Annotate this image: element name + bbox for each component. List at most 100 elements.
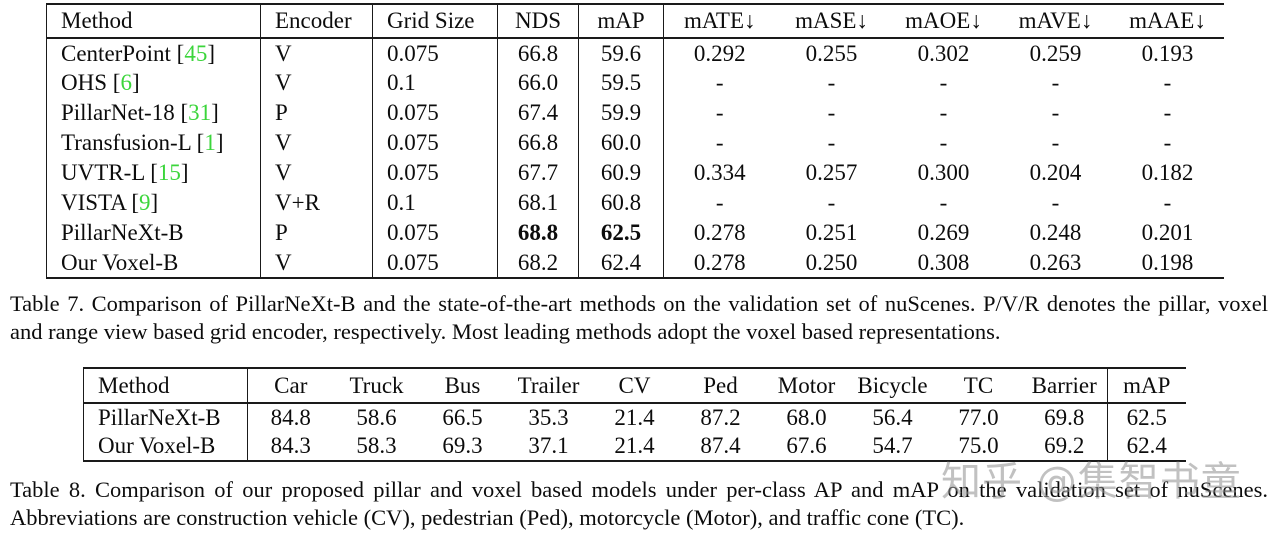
- table7-caption-line1: Table 7. Comparison of PillarNeXt-B and …: [10, 291, 1268, 316]
- table8-header-tc: TC: [935, 368, 1022, 404]
- citation-number: 45: [184, 40, 208, 66]
- table7-header-method: Method: [46, 4, 261, 39]
- table8-header-ped: Ped: [677, 368, 764, 404]
- mase-cell: -: [827, 190, 836, 215]
- method-cell: OHS [6]: [46, 68, 261, 98]
- table8-header-trailer: Trailer: [505, 368, 592, 404]
- table8-header-bus: Bus: [419, 368, 506, 404]
- table7-header-mase: mASE↓: [775, 4, 888, 39]
- method-cell: Our Voxel-B: [83, 432, 248, 461]
- map-cell: 62.4: [578, 248, 664, 278]
- mave-cell: -: [1051, 100, 1060, 125]
- grid-size-cell: 0.075: [372, 128, 498, 158]
- car-cell: 84.8: [270, 405, 311, 430]
- maoe-cell: -: [939, 70, 948, 95]
- trailer-cell: 35.3: [528, 405, 569, 430]
- method-cell: PillarNeXt-B: [46, 218, 261, 248]
- table8-caption-line2: Abbreviations are construction vehicle (…: [10, 505, 965, 530]
- method-cell: PillarNet-18 [31]: [46, 98, 261, 128]
- citation-open-bracket: [: [170, 40, 185, 66]
- mave-cell: -: [1051, 130, 1060, 155]
- maoe-cell: 0.269: [917, 220, 970, 245]
- table8-header-car: Car: [247, 368, 334, 404]
- motor-cell: 67.6: [786, 433, 827, 458]
- method-name: UVTR-L: [61, 160, 145, 185]
- method-cell: VISTA [9]: [46, 188, 261, 218]
- grid-size-cell: 0.075: [372, 248, 498, 278]
- map-cell-best: 62.5: [578, 218, 664, 248]
- maoe-cell: 0.302: [917, 40, 970, 66]
- grid-size-cell: 0.1: [372, 68, 498, 98]
- citation-close-bracket: ]: [211, 100, 219, 125]
- table7-sota-comparison: Method Encoder Grid Size NDS mAP mATE↓ m…: [46, 3, 1224, 279]
- grid-size-cell: 0.075: [372, 158, 498, 188]
- grid-size-cell: 0.075: [372, 218, 498, 248]
- grid-size-cell: 0.075: [372, 38, 498, 68]
- citation-close-bracket: ]: [150, 190, 159, 215]
- motor-cell: 68.0: [786, 405, 827, 430]
- table8-row-pillarnext-b: PillarNeXt-B 84.8 58.6 66.5 35.3 21.4 87…: [83, 403, 1186, 432]
- citation-number: 31: [188, 100, 212, 125]
- table7-header-grid-size: Grid Size: [372, 4, 498, 39]
- method-name: VISTA: [61, 190, 126, 215]
- mase-cell: -: [827, 100, 836, 125]
- table8-caption: Table 8. Comparison of our proposed pill…: [10, 476, 1268, 532]
- table7-row-vista: VISTA [9] V+R 0.1 68.1 60.8 - - - - -: [46, 188, 1224, 218]
- encoder-cell: P: [260, 98, 373, 128]
- mase-cell: -: [827, 130, 836, 155]
- encoder-cell: V: [260, 128, 373, 158]
- citation-open-bracket: [: [125, 190, 140, 215]
- map-cell: 60.0: [578, 128, 664, 158]
- nds-cell: 67.7: [497, 158, 579, 188]
- truck-cell: 58.3: [356, 433, 397, 458]
- table8-per-class-ap: Method Car Truck Bus Trailer CV Ped Moto…: [83, 367, 1186, 462]
- map-cell: 59.5: [578, 68, 664, 98]
- mave-cell: 0.204: [1029, 160, 1082, 185]
- mate-cell: 0.292: [693, 40, 746, 66]
- mate-cell: 0.278: [693, 249, 746, 275]
- method-cell: UVTR-L [15]: [46, 158, 261, 188]
- mave-cell: -: [1051, 70, 1060, 95]
- car-cell: 84.3: [270, 433, 311, 458]
- maoe-cell: -: [939, 100, 948, 125]
- nds-cell: 66.8: [497, 128, 579, 158]
- truck-cell: 58.6: [356, 405, 397, 430]
- maoe-cell: 0.300: [917, 160, 970, 185]
- ped-cell: 87.4: [700, 433, 741, 458]
- mate-cell: 0.334: [693, 160, 746, 185]
- map-cell: 62.4: [1126, 433, 1167, 458]
- method-name: Our Voxel-B: [61, 249, 179, 275]
- mase-cell: 0.251: [805, 220, 858, 245]
- citation-number: 6: [120, 70, 132, 95]
- method-name: Transfusion-L: [61, 130, 191, 155]
- table8-row-our-voxel-b: Our Voxel-B 84.3 58.3 69.3 37.1 21.4 87.…: [83, 432, 1186, 461]
- table8-header-motor: Motor: [763, 368, 850, 404]
- table8-header-bicycle: Bicycle: [849, 368, 936, 404]
- table7-header-maae: mAAE↓: [1111, 4, 1224, 39]
- maae-cell: 0.201: [1141, 220, 1194, 245]
- cv-cell: 21.4: [614, 405, 655, 430]
- mave-cell: 0.263: [1029, 249, 1082, 275]
- maae-cell: -: [1163, 100, 1172, 125]
- table7-row-centerpoint: CenterPoint [45] V 0.075 66.8 59.6 0.292…: [46, 38, 1224, 68]
- encoder-cell: V+R: [260, 188, 373, 218]
- table7-header-nds: NDS: [497, 4, 579, 39]
- map-cell: 60.9: [578, 158, 664, 188]
- ped-cell: 87.2: [700, 405, 741, 430]
- map-cell: 60.8: [578, 188, 664, 218]
- method-name: PillarNet-18: [61, 100, 175, 125]
- tc-cell: 77.0: [958, 405, 999, 430]
- bus-cell: 66.5: [442, 405, 483, 430]
- bus-cell: 69.3: [442, 433, 483, 458]
- citation-number: 15: [157, 160, 181, 185]
- mate-cell: -: [715, 130, 724, 155]
- method-name: OHS: [61, 70, 108, 95]
- mave-cell: 0.248: [1029, 220, 1082, 245]
- nds-cell: 67.4: [497, 98, 579, 128]
- table7-row-ohs: OHS [6] V 0.1 66.0 59.5 - - - - -: [46, 68, 1224, 98]
- encoder-cell: V: [260, 68, 373, 98]
- table8-header-truck: Truck: [333, 368, 420, 404]
- maoe-cell: -: [939, 130, 948, 155]
- table7-row-transfusion: Transfusion-L [1] V 0.075 66.8 60.0 - - …: [46, 128, 1224, 158]
- nds-cell: 66.8: [497, 38, 579, 68]
